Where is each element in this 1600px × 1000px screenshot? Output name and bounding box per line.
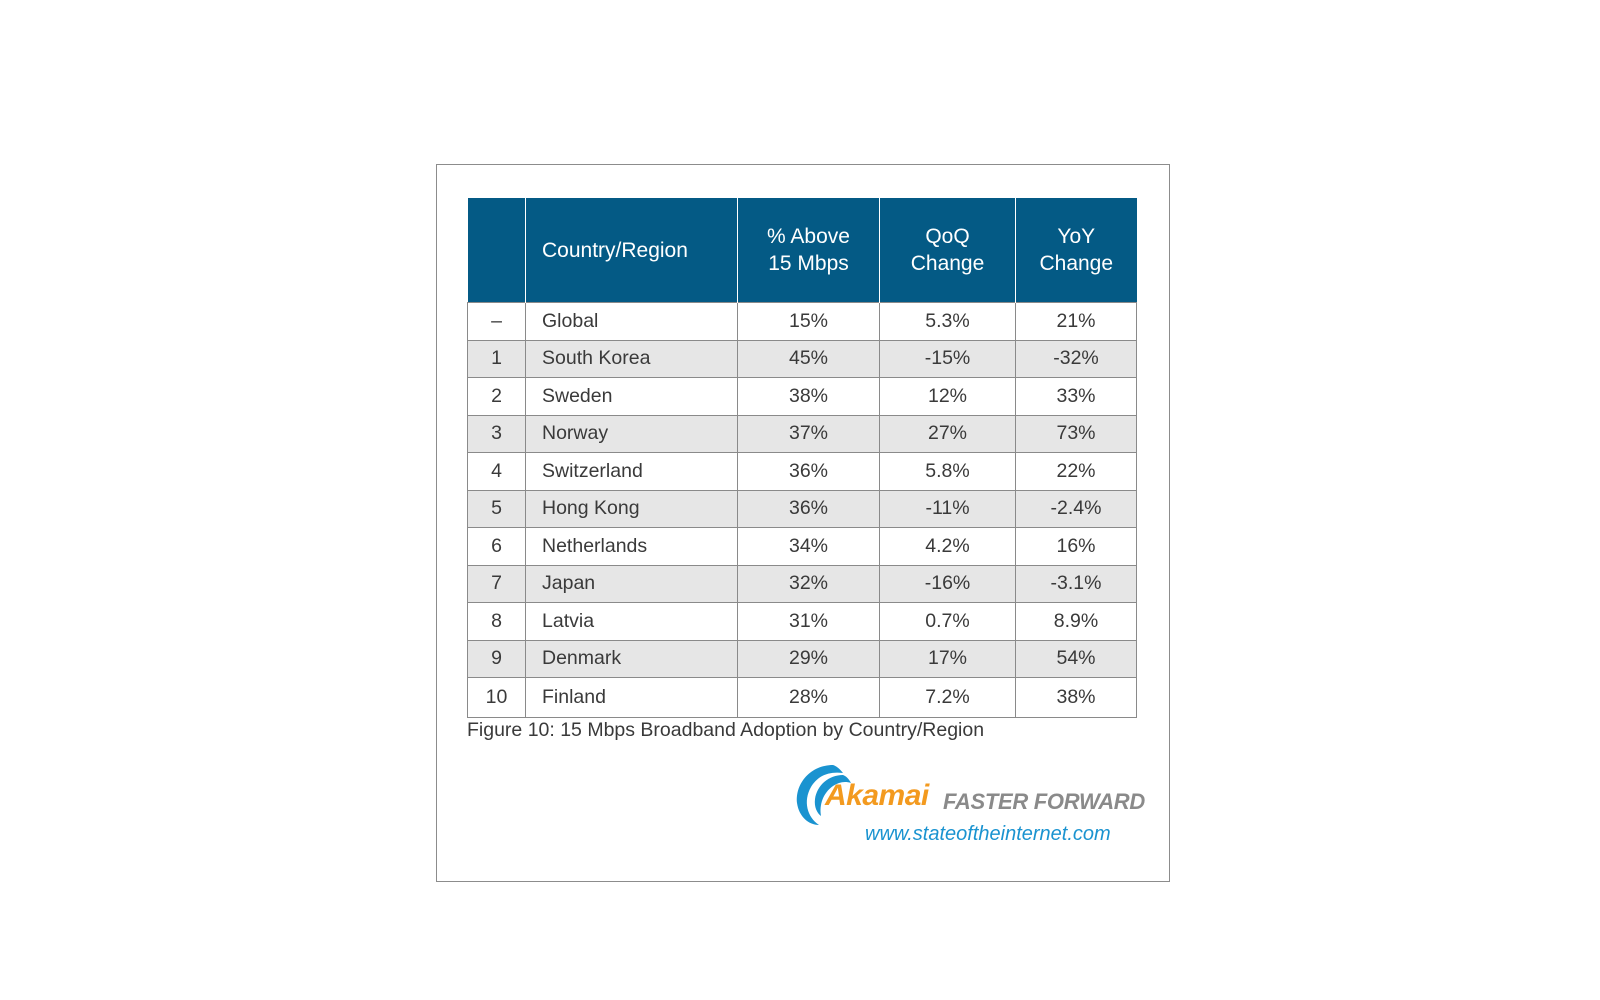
rank-cell: 10	[467, 677, 526, 718]
country-cell: Switzerland	[525, 452, 738, 491]
above-cell: 45%	[737, 339, 880, 378]
rank-cell: 8	[467, 602, 526, 641]
yoy-cell: 73%	[1015, 414, 1137, 453]
qoq-cell: -15%	[879, 339, 1016, 378]
country-cell: Sweden	[525, 377, 738, 416]
table-row: 5 Hong Kong 36% -11% -2.4%	[467, 489, 1137, 528]
yoy-cell: 38%	[1015, 677, 1137, 718]
rank-cell: –	[467, 302, 526, 341]
table-row: 9 Denmark 29% 17% 54%	[467, 639, 1137, 678]
rank-cell: 9	[467, 639, 526, 678]
qoq-header-line1: QoQ	[925, 225, 970, 248]
figure-frame: Country/Region % Above 15 Mbps QoQ Chang…	[436, 164, 1170, 882]
above-cell: 15%	[737, 302, 880, 341]
country-cell: Japan	[525, 564, 738, 603]
rank-cell: 2	[467, 377, 526, 416]
rank-cell: 6	[467, 527, 526, 566]
country-cell: Hong Kong	[525, 489, 738, 528]
akamai-wave-icon	[796, 765, 851, 825]
yoy-cell: -32%	[1015, 339, 1137, 378]
table-row: 6 Netherlands 34% 4.2% 16%	[467, 527, 1137, 566]
above-cell: 34%	[737, 527, 880, 566]
qoq-cell: 17%	[879, 639, 1016, 678]
qoq-cell: -11%	[879, 489, 1016, 528]
yoy-header-line2: Change	[1039, 252, 1114, 275]
above-header-line2: 15 Mbps	[768, 252, 849, 275]
yoy-cell: 22%	[1015, 452, 1137, 491]
yoy-cell: -3.1%	[1015, 564, 1137, 603]
rank-cell: 3	[467, 414, 526, 453]
brand-name: Akamai	[825, 779, 929, 812]
brand-tagline: FASTER FORWARD	[943, 789, 1145, 814]
broadband-table: Country/Region % Above 15 Mbps QoQ Chang…	[467, 198, 1137, 718]
country-cell: Denmark	[525, 639, 738, 678]
above-cell: 36%	[737, 452, 880, 491]
table-row: 4 Switzerland 36% 5.8% 22%	[467, 452, 1137, 491]
yoy-cell: -2.4%	[1015, 489, 1137, 528]
country-cell: Latvia	[525, 602, 738, 641]
qoq-cell: 5.8%	[879, 452, 1016, 491]
above-cell: 32%	[737, 564, 880, 603]
rank-cell: 5	[467, 489, 526, 528]
rank-header-hatch	[467, 198, 526, 303]
qoq-cell: -16%	[879, 564, 1016, 603]
yoy-cell: 8.9%	[1015, 602, 1137, 641]
table-row: 10 Finland 28% 7.2% 38%	[467, 677, 1137, 718]
akamai-logo: Akamai FASTER FORWARD www.stateoftheinte…	[793, 761, 1153, 861]
above-cell: 36%	[737, 489, 880, 528]
rank-cell: 7	[467, 564, 526, 603]
table-row: 2 Sweden 38% 12% 33%	[467, 377, 1137, 416]
above-cell: 28%	[737, 677, 880, 718]
table-row: 7 Japan 32% -16% -3.1%	[467, 564, 1137, 603]
yoy-header-line1: YoY	[1057, 225, 1096, 248]
yoy-cell: 16%	[1015, 527, 1137, 566]
qoq-cell: 4.2%	[879, 527, 1016, 566]
above-cell: 31%	[737, 602, 880, 641]
country-cell: Netherlands	[525, 527, 738, 566]
above-cell: 38%	[737, 377, 880, 416]
country-header-label: Country/Region	[542, 238, 688, 262]
country-column-header: Country/Region	[525, 198, 738, 303]
country-cell: Finland	[525, 677, 738, 718]
figure-caption: Figure 10: 15 Mbps Broadband Adoption by…	[467, 719, 985, 741]
table-row: 1 South Korea 45% -15% -32%	[467, 339, 1137, 378]
qoq-change-column-header: QoQ Change	[879, 198, 1016, 303]
country-cell: Norway	[525, 414, 738, 453]
table-header-row: Country/Region % Above 15 Mbps QoQ Chang…	[467, 198, 1137, 303]
brand-url: www.stateoftheinternet.com	[865, 823, 1111, 845]
yoy-cell: 54%	[1015, 639, 1137, 678]
table-row: – Global 15% 5.3% 21%	[467, 302, 1137, 341]
yoy-cell: 21%	[1015, 302, 1137, 341]
rank-cell: 4	[467, 452, 526, 491]
qoq-cell: 0.7%	[879, 602, 1016, 641]
rank-cell: 1	[467, 339, 526, 378]
above-header-line1: % Above	[767, 225, 850, 248]
table-row: 8 Latvia 31% 0.7% 8.9%	[467, 602, 1137, 641]
country-cell: Global	[525, 302, 738, 341]
qoq-cell: 27%	[879, 414, 1016, 453]
qoq-header-line2: Change	[910, 252, 985, 275]
qoq-cell: 7.2%	[879, 677, 1016, 718]
above-cell: 37%	[737, 414, 880, 453]
yoy-cell: 33%	[1015, 377, 1137, 416]
country-cell: South Korea	[525, 339, 738, 378]
above-15mbps-column-header: % Above 15 Mbps	[737, 198, 880, 303]
above-cell: 29%	[737, 639, 880, 678]
table-row: 3 Norway 37% 27% 73%	[467, 414, 1137, 453]
qoq-cell: 12%	[879, 377, 1016, 416]
qoq-cell: 5.3%	[879, 302, 1016, 341]
yoy-change-column-header: YoY Change	[1015, 198, 1137, 303]
